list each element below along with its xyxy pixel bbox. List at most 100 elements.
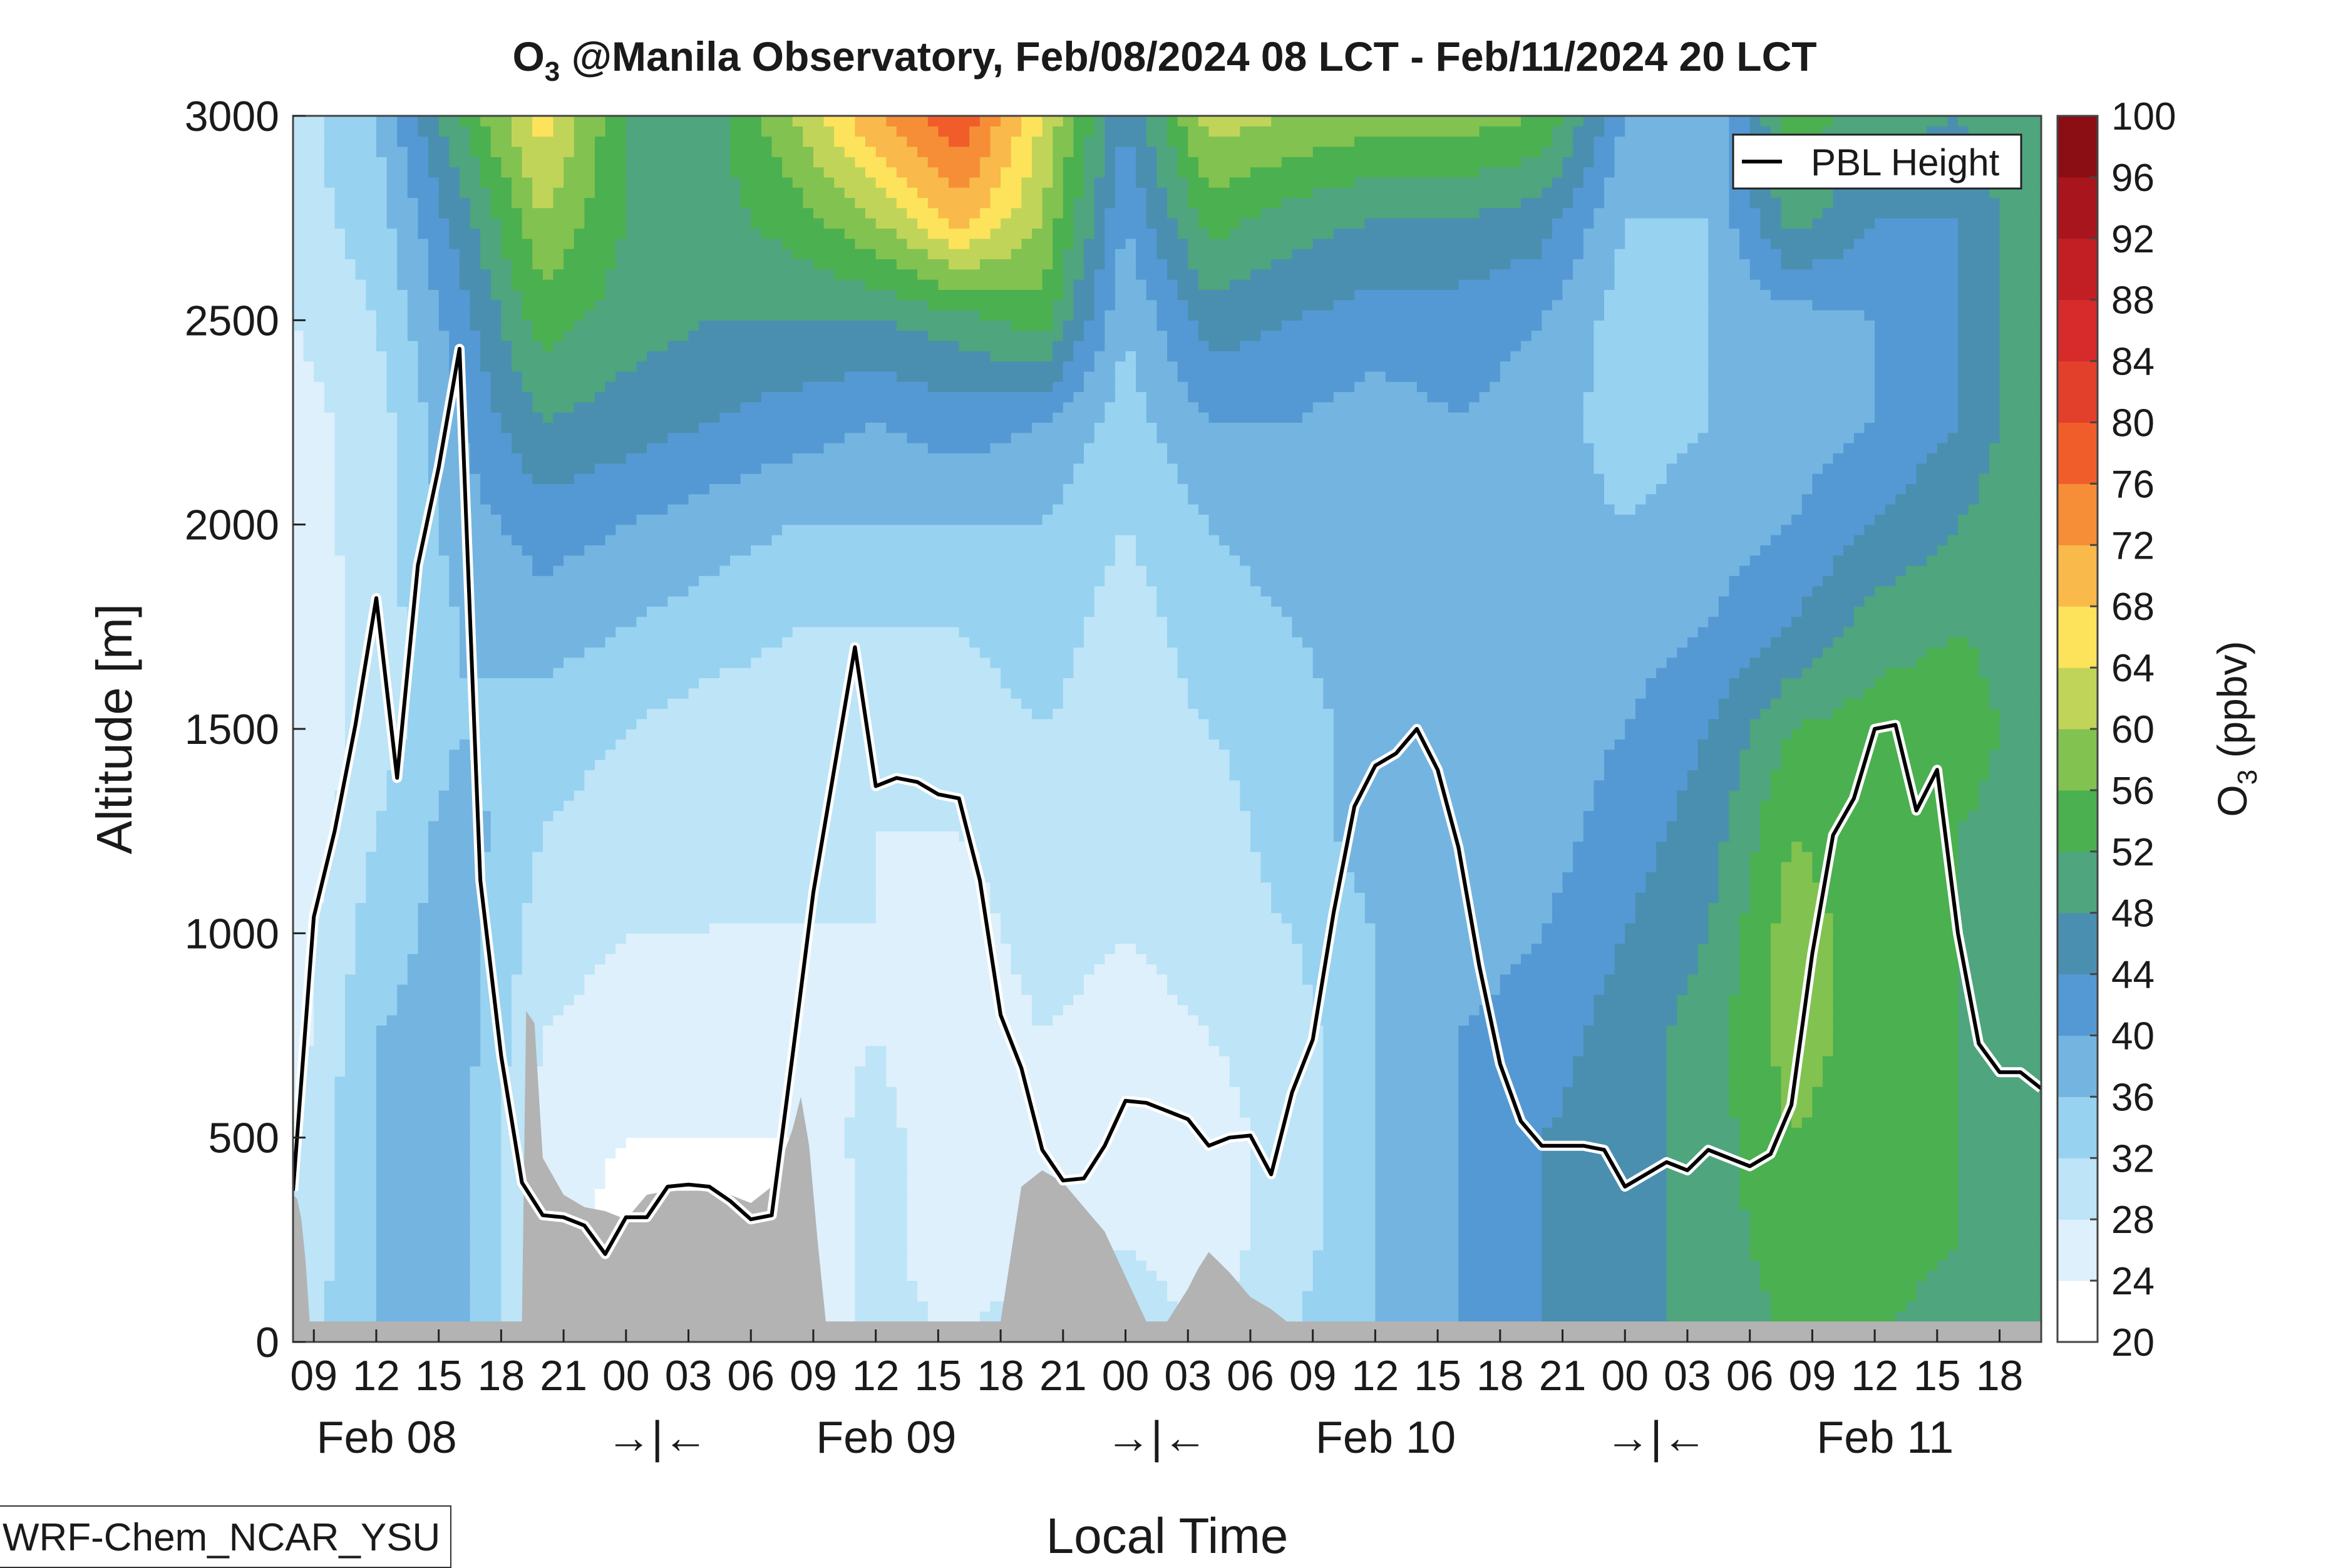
- ozone-cell: [334, 1250, 377, 1261]
- ozone-cell: [376, 320, 408, 331]
- ozone-cell: [1791, 851, 1813, 862]
- ozone-cell: [490, 126, 512, 137]
- ozone-cell: [512, 126, 533, 137]
- ozone-cell: [1354, 136, 1553, 147]
- chart-title: O3 @Manila Observatory, Feb/08/2024 08 L…: [512, 33, 1816, 87]
- ozone-cell: [480, 882, 533, 893]
- ozone-cell: [532, 555, 564, 566]
- ozone-cell: [855, 1291, 918, 1302]
- ozone-cell: [1875, 678, 1990, 689]
- ozone-cell: [907, 432, 1012, 443]
- ozone-cell: [1073, 126, 1095, 137]
- ozone-cell: [334, 810, 377, 822]
- colorbar-tick-label: 96: [2111, 157, 2155, 200]
- ozone-cell: [293, 238, 346, 249]
- ozone-cell: [1375, 1066, 1459, 1077]
- ozone-cell: [1708, 391, 1875, 403]
- ozone-cell: [418, 923, 481, 934]
- ozone-cell: [1687, 984, 1740, 995]
- ozone-cell: [314, 954, 356, 964]
- ozone-cell: [1812, 585, 1875, 597]
- ozone-cell: [1635, 708, 1719, 720]
- ozone-cell: [1364, 912, 1553, 924]
- ozone-cell: [1500, 974, 1605, 985]
- ozone-cell: [293, 851, 325, 862]
- ozone-cell: [1760, 647, 1823, 658]
- ozone-cell: [1666, 657, 1751, 668]
- ozone-cell: [1604, 289, 1709, 301]
- ozone-cell: [1760, 116, 1782, 126]
- ozone-cell: [626, 207, 751, 219]
- ozone-cell: [1063, 361, 1095, 372]
- ozone-cell: [293, 739, 346, 750]
- ozone-cell: [1739, 770, 1771, 781]
- ozone-cell: [334, 504, 398, 515]
- ozone-cell: [1614, 739, 1699, 750]
- ozone-cell: [407, 637, 460, 648]
- ozone-cell: [1958, 259, 2000, 270]
- ozone-cell: [480, 760, 595, 770]
- ozone-cell: [1937, 545, 2041, 556]
- ozone-cell: [293, 585, 346, 597]
- ozone-cell: [1812, 1106, 1959, 1118]
- x-tick-label: 00: [602, 1352, 650, 1400]
- ozone-cell: [1375, 1117, 1459, 1128]
- ozone-cell: [959, 831, 1251, 842]
- ozone-cell: [1375, 994, 1490, 1006]
- ozone-cell: [1801, 668, 1886, 678]
- ozone-cell: [386, 1014, 481, 1026]
- ozone-cell: [1208, 729, 1334, 740]
- ozone-cell: [1875, 320, 1959, 331]
- ozone-cell: [792, 116, 825, 126]
- ozone-cell: [1729, 994, 1771, 1006]
- ozone-cell: [1999, 432, 2041, 443]
- ozone-cell: [1312, 657, 1667, 668]
- ozone-cell: [605, 535, 773, 545]
- ozone-cell: [512, 1014, 554, 1026]
- x-tick-label: 00: [1601, 1352, 1649, 1400]
- ozone-cell: [1156, 249, 1188, 259]
- ozone-cell: [1240, 1096, 1324, 1108]
- ozone-cell: [886, 116, 929, 126]
- ozone-cell: [626, 167, 731, 178]
- ozone-cell: [1219, 1045, 1324, 1056]
- ozone-cell: [1864, 596, 2041, 607]
- ozone-cell: [470, 1137, 502, 1148]
- ozone-cell: [1458, 1035, 1584, 1046]
- ozone-cell: [1136, 371, 1178, 382]
- ozone-cell: [938, 167, 981, 178]
- ozone-cell: [1042, 187, 1064, 199]
- ozone-cell: [1188, 310, 1303, 321]
- ozone-cell: [428, 279, 460, 290]
- ozone-cell: [1250, 1219, 1324, 1230]
- ozone-cell: [834, 269, 918, 280]
- ozone-cell: [1687, 770, 1740, 781]
- ozone-cell: [1552, 892, 1636, 903]
- ozone-cell: [1136, 147, 1157, 157]
- ozone-cell: [1032, 422, 1095, 433]
- ozone-cell: [1958, 1117, 2041, 1128]
- ozone-cell: [1958, 902, 2041, 914]
- ozone-cell: [1666, 1076, 1729, 1087]
- ozone-cell: [1490, 269, 1573, 280]
- ozone-cell: [1916, 657, 1979, 668]
- ozone-cell: [428, 147, 450, 157]
- ozone-cell: [1167, 984, 1314, 995]
- colorbar-tick-label: 36: [2111, 1076, 2155, 1119]
- ozone-cell: [345, 770, 388, 781]
- ozone-cell: [522, 167, 564, 178]
- ozone-cell: [1770, 954, 1834, 964]
- ozone-cell: [1115, 197, 1147, 209]
- ozone-cell: [324, 126, 377, 137]
- ozone-cell: [459, 422, 502, 433]
- ozone-cell: [907, 207, 939, 219]
- ozone-cell: [1458, 1158, 1542, 1169]
- ozone-cell: [1281, 320, 1542, 331]
- ozone-cell: [1594, 994, 1677, 1006]
- ozone-cell: [875, 177, 908, 188]
- ozone-cell: [1677, 994, 1729, 1006]
- ozone-cell: [418, 116, 440, 126]
- ozone-cell: [1656, 668, 1740, 678]
- ozone-cell: [1823, 647, 1927, 658]
- ozone-cell: [1364, 892, 1553, 903]
